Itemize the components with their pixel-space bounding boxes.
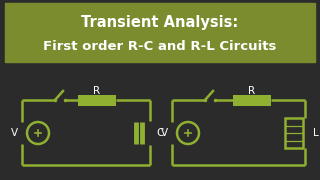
Text: L: L	[313, 128, 319, 138]
Text: V: V	[11, 128, 18, 138]
Text: First order R-C and R-L Circuits: First order R-C and R-L Circuits	[43, 39, 277, 53]
Text: Transient Analysis:: Transient Analysis:	[81, 15, 239, 30]
Bar	[5, 3, 315, 62]
Bar	[78, 94, 116, 105]
Text: V: V	[160, 128, 168, 138]
Text: R: R	[248, 86, 256, 96]
Text: C: C	[156, 128, 164, 138]
Bar	[285, 118, 303, 148]
Bar	[233, 94, 271, 105]
Text: R: R	[93, 86, 100, 96]
